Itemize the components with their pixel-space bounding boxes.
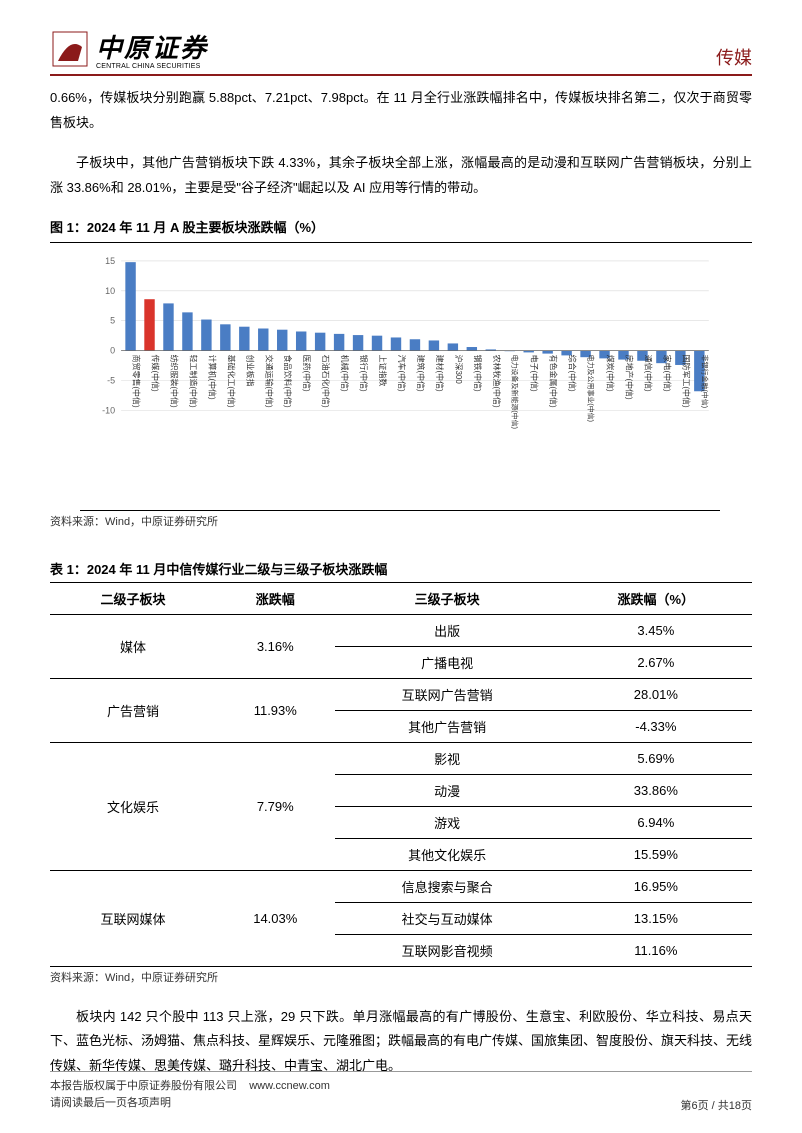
svg-text:-5: -5 bbox=[107, 375, 115, 385]
svg-text:10: 10 bbox=[105, 286, 115, 296]
svg-text:有色金属(中信): 有色金属(中信) bbox=[549, 354, 559, 407]
footer-url: www.ccnew.com bbox=[249, 1080, 330, 1092]
svg-text:基础化工(中信): 基础化工(中信) bbox=[226, 354, 236, 407]
svg-text:医药(中信): 医药(中信) bbox=[302, 354, 312, 391]
svg-text:国防军工(中信): 国防军工(中信) bbox=[681, 354, 691, 407]
table-header: 二级子板块 bbox=[50, 582, 216, 614]
svg-text:农林牧渔(中信): 农林牧渔(中信) bbox=[492, 354, 502, 407]
logo-icon bbox=[50, 29, 90, 69]
svg-text:建材(中信): 建材(中信) bbox=[435, 354, 445, 391]
svg-text:电力设备及新能源(中信): 电力设备及新能源(中信) bbox=[511, 354, 520, 428]
page-footer: 本报告版权属于中原证券股份有限公司 www.ccnew.com 请阅读最后一页各… bbox=[50, 1071, 752, 1113]
svg-text:15: 15 bbox=[105, 256, 115, 266]
svg-text:房地产(中信): 房地产(中信) bbox=[624, 354, 634, 399]
footer-page: 第6页 / 共18页 bbox=[680, 1097, 752, 1113]
svg-text:建筑(中信): 建筑(中信) bbox=[416, 354, 426, 391]
svg-text:传媒(中信): 传媒(中信) bbox=[151, 354, 161, 391]
table-row: 广告营销11.93%互联网广告营销28.01% bbox=[50, 678, 752, 710]
svg-text:0: 0 bbox=[110, 345, 115, 355]
svg-text:家电(中信): 家电(中信) bbox=[662, 354, 672, 391]
table-header: 涨跌幅 bbox=[216, 582, 334, 614]
svg-text:煤炭(中信): 煤炭(中信) bbox=[606, 354, 616, 391]
table-row: 媒体3.16%出版3.45% bbox=[50, 614, 752, 646]
header-category: 传媒 bbox=[716, 44, 752, 70]
svg-text:电子(中信): 电子(中信) bbox=[530, 354, 540, 391]
svg-text:-10: -10 bbox=[102, 405, 115, 415]
svg-text:通信(中信): 通信(中信) bbox=[643, 354, 653, 391]
figure1-source: 资料来源：Wind，中原证券研究所 bbox=[50, 513, 752, 529]
svg-text:纺织服装(中信): 纺织服装(中信) bbox=[169, 354, 179, 407]
svg-text:上证指数: 上证指数 bbox=[378, 354, 388, 386]
svg-text:钢铁(中信): 钢铁(中信) bbox=[473, 354, 483, 391]
svg-text:综合(中信): 综合(中信) bbox=[568, 354, 578, 391]
svg-text:银行(中信): 银行(中信) bbox=[359, 354, 369, 391]
svg-text:5: 5 bbox=[110, 315, 115, 325]
svg-text:食品饮料(中信): 食品饮料(中信) bbox=[283, 354, 293, 407]
logo-text-en: CENTRAL CHINA SECURITIES bbox=[96, 63, 208, 70]
logo-block: 中原证券 CENTRAL CHINA SECURITIES bbox=[50, 28, 208, 70]
page-header: 中原证券 CENTRAL CHINA SECURITIES 传媒 bbox=[50, 28, 752, 76]
table1-source: 资料来源：Wind，中原证券研究所 bbox=[50, 969, 752, 985]
svg-text:沪深300: 沪深300 bbox=[454, 354, 464, 384]
svg-text:汽车(中信): 汽车(中信) bbox=[397, 354, 407, 391]
figure1-title: 图 1：2024 年 11 月 A 股主要板块涨跌幅（%） bbox=[50, 217, 752, 243]
svg-text:计算机(中信): 计算机(中信) bbox=[207, 354, 217, 399]
table1-title: 表 1：2024 年 11 月中信传媒行业二级与三级子板块涨跌幅 bbox=[50, 559, 752, 578]
paragraph-3: 板块内 142 只个股中 113 只上涨，29 只下跌。单月涨幅最高的有广博股份… bbox=[50, 1005, 752, 1079]
svg-text:创业板指: 创业板指 bbox=[245, 354, 255, 386]
logo-text-cn: 中原证券 bbox=[96, 28, 208, 65]
footer-copyright: 本报告版权属于中原证券股份有限公司 bbox=[50, 1080, 237, 1092]
svg-text:电力及公用事业(中信): 电力及公用事业(中信) bbox=[587, 354, 596, 421]
svg-text:机械(中信): 机械(中信) bbox=[340, 354, 350, 391]
svg-text:非银行金融(中信): 非银行金融(中信) bbox=[700, 354, 709, 407]
svg-text:石油石化(中信): 石油石化(中信) bbox=[321, 354, 331, 407]
svg-text:轻工制造(中信): 轻工制造(中信) bbox=[188, 354, 198, 407]
table-header: 三级子板块 bbox=[335, 582, 560, 614]
svg-text:商贸零售(中信): 商贸零售(中信) bbox=[132, 354, 142, 407]
footer-disclaimer: 请阅读最后一页各项声明 bbox=[50, 1097, 171, 1109]
paragraph-2: 子板块中，其他广告营销板块下跌 4.33%，其余子板块全部上涨，涨幅最高的是动漫… bbox=[50, 151, 752, 200]
table-header: 涨跌幅（%） bbox=[560, 582, 752, 614]
table-row: 文化娱乐7.79%影视5.69% bbox=[50, 742, 752, 774]
table-row: 互联网媒体14.03%信息搜索与聚合16.95% bbox=[50, 870, 752, 902]
table1: 二级子板块涨跌幅三级子板块涨跌幅（%） 媒体3.16%出版3.45%广播电视2.… bbox=[50, 582, 752, 967]
figure1-chart: -10 -5 0 5 10 15 商贸零售(中信) 传媒(中信) 纺织服装(中信) 轻工制造(中信… bbox=[80, 251, 720, 511]
paragraph-1: 0.66%，传媒板块分别跑赢 5.88pct、7.21pct、7.98pct。在… bbox=[50, 86, 752, 135]
svg-text:交通运输(中信): 交通运输(中信) bbox=[264, 354, 274, 407]
